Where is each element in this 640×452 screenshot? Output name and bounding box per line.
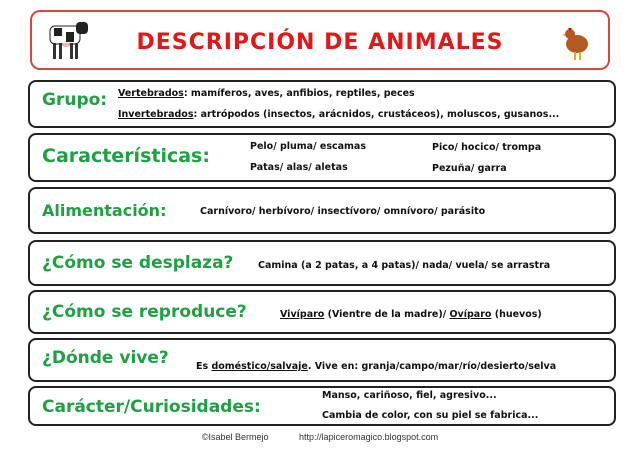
invertebrados-term: Invertebrados <box>118 109 194 120</box>
row-desplaza: ¿Cómo se desplaza? Camina (a 2 patas, a … <box>28 240 616 286</box>
grupo-label: Grupo: <box>42 90 108 110</box>
invertebrados-list: : artrópodos (insectos, arácnidos, crust… <box>193 109 560 120</box>
row-vive: ¿Dónde vive? Es doméstico/salvaje. Vive … <box>28 338 616 382</box>
caracter-label: Carácter/Curiosidades: <box>42 397 261 417</box>
oviparo-desc: (huevos) <box>491 309 542 320</box>
caracteristica-item: Patas/ alas/ aletas <box>250 162 348 173</box>
row-reproduce: ¿Cómo se reproduce? Vivíparo (Vientre de… <box>28 290 616 334</box>
viviparo-desc: (Vientre de la madre)/ <box>324 309 450 320</box>
vive-text: Es doméstico/salvaje. Vive en: granja/ca… <box>196 361 556 372</box>
title-box: DESCRIPCIÓN DE ANIMALES <box>30 10 610 70</box>
footer: ©Isabel Bermejo http://lapiceromagico.bl… <box>0 432 640 442</box>
grupo-invertebrados: Invertebrados: artrópodos (insectos, ará… <box>118 109 559 120</box>
caracteristica-item: Pelo/ pluma/ escamas <box>250 141 366 152</box>
oviparo-term: Ovíparo <box>449 309 492 320</box>
caracter-line-2: Cambia de color, con su piel se fabrica.… <box>322 410 539 421</box>
vertebrados-term: Vertebrados <box>118 88 184 99</box>
caracteristicas-label: Características: <box>42 145 210 167</box>
caracter-line-1: Manso, cariñoso, fiel, agresivo... <box>322 390 497 401</box>
row-caracter: Carácter/Curiosidades: Manso, cariñoso, … <box>28 386 616 426</box>
caracteristica-item: Pico/ hocico/ trompa <box>432 142 542 153</box>
caracteristica-item: Pezuña/ garra <box>432 163 507 174</box>
hen-icon <box>562 28 588 60</box>
vive-prefix: Es <box>196 361 212 372</box>
alimentacion-text: Carnívoro/ herbívoro/ insectívoro/ omnív… <box>200 206 486 217</box>
domestico-salvaje: doméstico/salvaje <box>211 361 308 372</box>
footer-url[interactable]: http://lapiceromagico.blogspot.com <box>299 432 439 442</box>
row-alimentacion: Alimentación: Carnívoro/ herbívoro/ inse… <box>28 187 616 234</box>
viviparo-term: Vivíparo <box>280 309 325 320</box>
desplaza-label: ¿Cómo se desplaza? <box>42 253 234 273</box>
reproduce-label: ¿Cómo se reproduce? <box>42 302 247 322</box>
grupo-vertebrados: Vertebrados: mamíferos, aves, anfibios, … <box>118 88 415 99</box>
cow-icon <box>49 22 88 59</box>
alimentacion-label: Alimentación: <box>42 201 167 220</box>
page-title: DESCRIPCIÓN DE ANIMALES <box>136 30 504 55</box>
vive-label: ¿Dónde vive? <box>42 348 169 368</box>
desplaza-text: Camina (a 2 patas, a 4 patas)/ nada/ vue… <box>258 260 551 271</box>
reproduce-text: Vivíparo (Vientre de la madre)/ Ovíparo … <box>280 309 542 320</box>
row-grupo: Grupo: Vertebrados: mamíferos, aves, anf… <box>28 80 616 128</box>
vive-habitats: . Vive en: granja/campo/mar/río/desierto… <box>307 361 557 372</box>
footer-author: ©Isabel Bermejo <box>201 432 269 442</box>
vertebrados-list: : mamíferos, aves, anfibios, reptiles, p… <box>183 88 415 99</box>
row-caracteristicas: Características: Pelo/ pluma/ escamas Pa… <box>28 133 616 182</box>
